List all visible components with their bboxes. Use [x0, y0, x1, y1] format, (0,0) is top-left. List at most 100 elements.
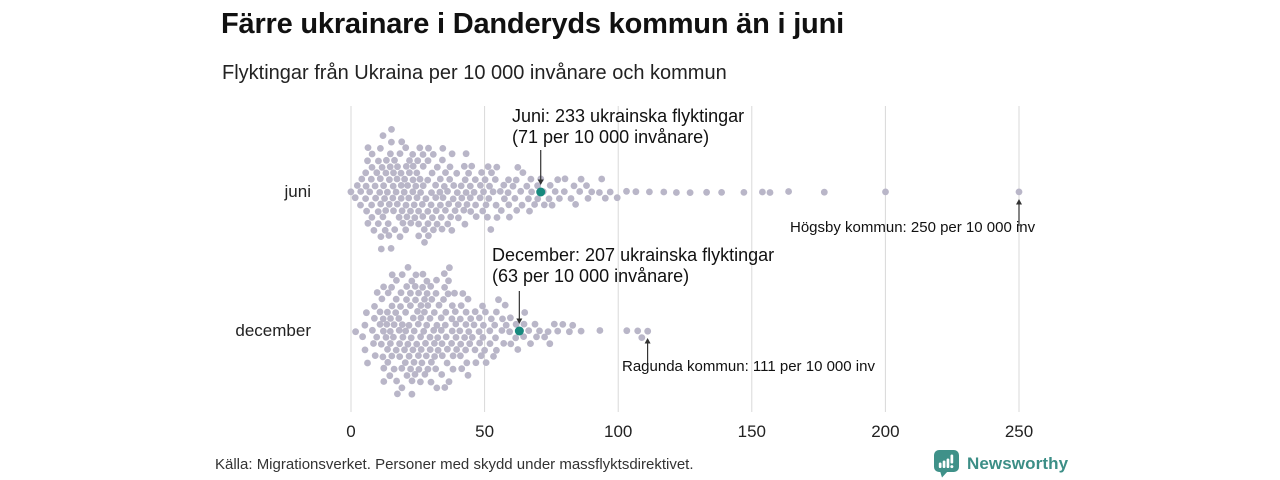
- municipality-dot: [388, 271, 396, 279]
- municipality-dot: [424, 176, 432, 184]
- municipality-dot: [427, 378, 435, 386]
- municipality-dot: [409, 176, 417, 184]
- municipality-dot: [408, 277, 416, 285]
- municipality-dot: [434, 346, 442, 354]
- municipality-dot: [433, 163, 441, 171]
- municipality-dot: [443, 359, 451, 367]
- x-tick-label: 150: [738, 422, 766, 441]
- municipality-dot: [415, 207, 422, 215]
- municipality-dot: [425, 144, 432, 152]
- row-label-december: december: [235, 321, 311, 340]
- municipality-dot: [437, 214, 445, 221]
- municipality-dot: [419, 270, 427, 278]
- municipality-dot: [375, 157, 382, 165]
- municipality-dot: [388, 125, 395, 133]
- x-tick-label: 250: [1005, 422, 1033, 441]
- municipality-dot: [377, 245, 385, 253]
- municipality-dot: [525, 195, 532, 203]
- municipality-dot: [404, 340, 412, 348]
- municipality-dot: [381, 195, 388, 202]
- municipality-dot: [402, 226, 410, 234]
- municipality-dot: [450, 182, 458, 189]
- municipality-dot: [361, 346, 369, 354]
- municipality-dot: [638, 334, 646, 341]
- municipality-dot: [479, 302, 486, 310]
- municipality-dot: [415, 352, 422, 359]
- municipality-dot: [526, 207, 533, 215]
- municipality-dot: [448, 327, 456, 335]
- municipality-dot: [480, 321, 487, 329]
- municipality-dot: [380, 327, 387, 335]
- municipality-dot: [380, 283, 387, 291]
- municipality-dot: [428, 169, 436, 177]
- municipality-dot: [501, 301, 509, 309]
- municipality-dot: [556, 195, 563, 202]
- municipality-dot: [351, 194, 359, 202]
- municipality-dot: [596, 327, 604, 334]
- municipality-dot: [418, 359, 426, 367]
- municipality-dot: [398, 207, 406, 215]
- municipality-dot: [380, 182, 387, 190]
- municipality-dot: [433, 384, 441, 392]
- municipality-dot: [492, 201, 500, 209]
- municipality-dot: [431, 340, 438, 347]
- municipality-dot: [477, 352, 485, 360]
- municipality-dot: [464, 371, 472, 379]
- municipality-dot: [416, 175, 424, 183]
- municipality-dot: [496, 188, 504, 195]
- municipality-dot: [393, 377, 400, 385]
- municipality-dot: [481, 346, 488, 354]
- municipality-dot: [438, 352, 446, 360]
- municipality-dot: [466, 340, 474, 348]
- municipality-dot: [407, 289, 414, 297]
- municipality-dot: [427, 201, 435, 209]
- municipality-dot: [521, 309, 529, 316]
- municipality-dot: [390, 321, 398, 328]
- municipality-dot: [386, 176, 393, 184]
- municipality-dot: [504, 189, 512, 197]
- municipality-dot: [623, 187, 630, 195]
- municipality-dot: [476, 194, 484, 202]
- municipality-dot: [449, 352, 457, 360]
- municipality-dot: [606, 188, 614, 196]
- municipality-dot: [441, 284, 448, 291]
- municipality-dot: [561, 175, 569, 183]
- municipality-dot: [430, 226, 437, 234]
- municipality-dot: [429, 151, 437, 158]
- municipality-dot: [451, 308, 459, 315]
- municipality-dot: [463, 201, 471, 208]
- municipality-dot: [444, 345, 451, 353]
- municipality-dot: [505, 201, 513, 209]
- municipality-dot: [352, 328, 359, 336]
- municipality-dot: [540, 201, 548, 209]
- municipality-dot: [402, 144, 410, 152]
- municipality-dot: [402, 327, 410, 335]
- municipality-dot: [465, 328, 473, 335]
- municipality-dot: [458, 194, 466, 202]
- municipality-dot: [402, 308, 409, 316]
- municipality-dot: [409, 188, 417, 196]
- municipality-dot: [397, 169, 405, 177]
- municipality-dot: [432, 365, 440, 373]
- municipality-dot: [384, 346, 391, 353]
- municipality-dot: [393, 175, 401, 183]
- municipality-dot: [415, 366, 423, 373]
- municipality-dot: [462, 321, 470, 328]
- municipality-dot: [368, 201, 375, 209]
- municipality-dot: [419, 182, 427, 190]
- municipality-dot: [387, 340, 394, 347]
- municipality-dot: [497, 207, 505, 214]
- municipality-dot: [432, 207, 440, 215]
- municipality-dot: [546, 182, 554, 189]
- municipality-dot: [381, 226, 389, 234]
- municipality-dot: [420, 226, 428, 233]
- municipality-dot: [422, 339, 429, 347]
- municipality-dot: [660, 188, 668, 196]
- municipality-dot: [412, 271, 420, 279]
- municipality-dot: [406, 157, 413, 164]
- municipality-dot: [382, 334, 390, 341]
- municipality-dot: [486, 182, 493, 190]
- municipality-dot: [428, 296, 436, 303]
- municipality-dot: [440, 270, 448, 277]
- municipality-dot: [457, 352, 464, 360]
